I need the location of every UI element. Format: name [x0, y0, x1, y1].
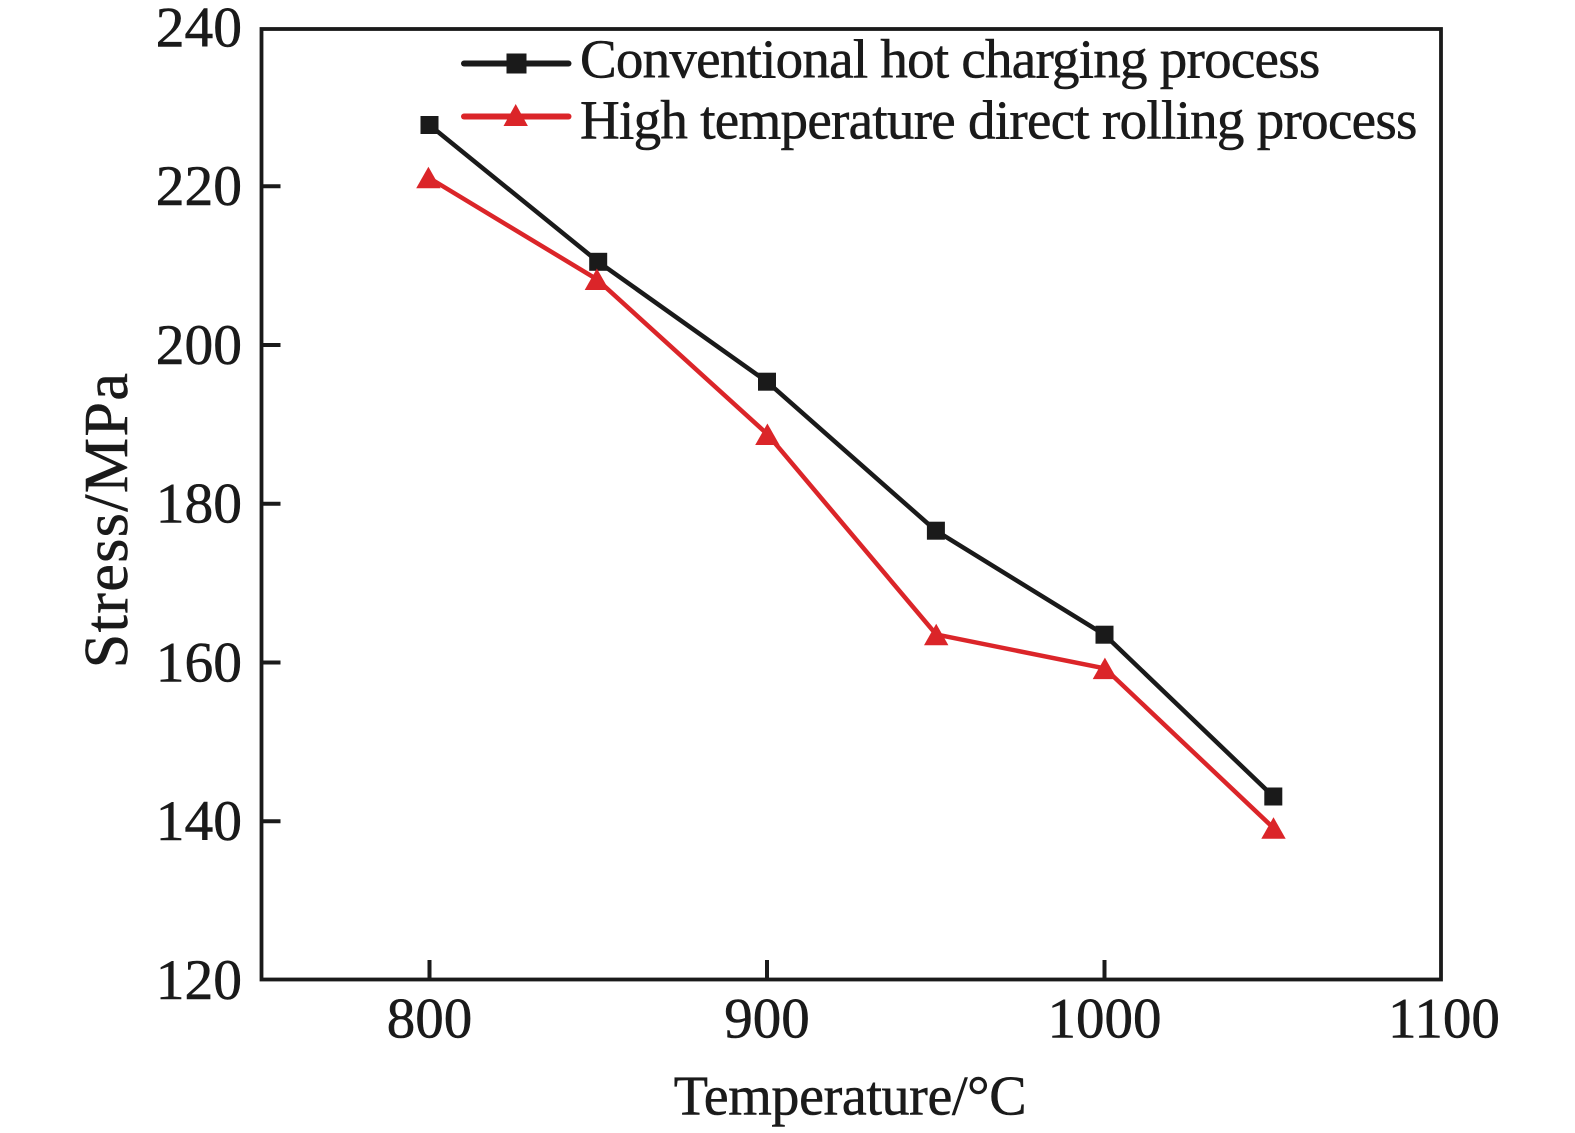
svg-text:Temperature/°C: Temperature/°C: [674, 1066, 1026, 1128]
svg-text:Conventional hot charging proc: Conventional hot charging process: [580, 29, 1320, 90]
svg-text:220: 220: [156, 155, 242, 218]
svg-text:Stress/MPa: Stress/MPa: [73, 372, 141, 668]
svg-text:High temperature direct rollin: High temperature direct rolling process: [580, 89, 1417, 150]
svg-text:180: 180: [156, 473, 242, 536]
svg-text:200: 200: [156, 314, 242, 377]
svg-text:120: 120: [156, 949, 242, 1012]
svg-text:140: 140: [156, 790, 242, 853]
svg-text:240: 240: [156, 0, 242, 59]
svg-text:1100: 1100: [1388, 988, 1500, 1051]
svg-text:800: 800: [387, 988, 473, 1051]
svg-text:160: 160: [156, 631, 242, 694]
svg-text:900: 900: [724, 988, 810, 1051]
svg-text:1000: 1000: [1048, 988, 1162, 1051]
